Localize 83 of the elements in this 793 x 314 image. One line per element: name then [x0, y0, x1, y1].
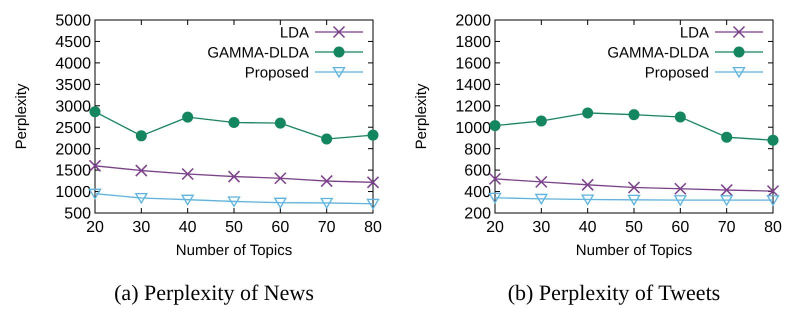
legend-label: GAMMA-DLDA: [207, 44, 309, 62]
point: [274, 198, 286, 208]
text: (b) Perplexity of Tweets: [508, 280, 720, 305]
point: [766, 195, 780, 206]
y-tick-label: 2000: [455, 12, 492, 30]
legend-label: LDA: [280, 24, 309, 42]
text: (a) Perplexity of News: [114, 280, 314, 305]
y-tick-label: 800: [464, 141, 492, 158]
point: [720, 195, 733, 206]
point: [274, 118, 286, 129]
point: [181, 168, 194, 180]
x-tick-label: 70: [318, 219, 336, 236]
y-tick-label: 1000: [55, 184, 92, 202]
point: [488, 192, 502, 204]
y-tick-label: 1000: [455, 120, 492, 137]
point: [366, 198, 380, 210]
x-tick-label: 60: [271, 219, 290, 236]
point: [628, 109, 640, 120]
point: [535, 194, 548, 204]
y-tick-label: 1400: [455, 76, 492, 94]
legend-label: Proposed: [644, 64, 709, 82]
y-tick-label: 5000: [55, 12, 92, 30]
y-tick-label: 1500: [55, 162, 92, 180]
x-tick-label: 80: [364, 219, 382, 236]
point: [135, 164, 148, 177]
point: [320, 198, 333, 209]
x-tick-label: 50: [625, 219, 643, 236]
x-tick-label: 70: [718, 219, 736, 236]
y-axis-title: Perplexity: [413, 83, 430, 150]
y-tick-label: 1800: [455, 34, 492, 52]
y-tick-label: 3000: [55, 98, 92, 116]
point: [228, 117, 240, 128]
x-tick-label: 40: [578, 219, 597, 236]
point: [321, 134, 332, 145]
point: [228, 170, 240, 183]
y-tick-label: 600: [464, 162, 492, 180]
y-tick-label: 1200: [455, 98, 492, 116]
x-tick-label: 50: [225, 219, 243, 236]
y-tick-label: 2500: [55, 120, 92, 137]
x-tick-label: 20: [86, 219, 104, 236]
point: [366, 176, 380, 189]
point: [488, 172, 502, 186]
point: [320, 174, 333, 188]
y-tick-label: 4000: [55, 55, 92, 72]
point: [582, 194, 594, 206]
x-axis-title: Number of Topics: [576, 242, 692, 259]
point: [135, 192, 148, 204]
point: [535, 176, 548, 188]
y-tick-label: 3500: [55, 76, 92, 94]
point: [536, 116, 547, 127]
point: [274, 172, 287, 185]
x-tick-label: 30: [532, 219, 550, 236]
legend-label: GAMMA-DLDA: [607, 44, 709, 62]
legend-label: Proposed: [244, 64, 309, 82]
point: [628, 194, 640, 206]
point: [90, 106, 100, 118]
point: [674, 112, 686, 123]
point: [182, 194, 194, 206]
point: [368, 130, 378, 141]
x-axis-title: Number of Topics: [176, 242, 292, 259]
x-tick-label: 30: [132, 219, 150, 236]
x-tick-label: 40: [178, 219, 197, 236]
point: [490, 120, 500, 132]
point: [581, 178, 594, 192]
point: [768, 134, 778, 146]
point: [628, 181, 640, 194]
y-tick-label: 1600: [455, 55, 492, 72]
point: [720, 184, 733, 196]
y-tick-label: 400: [464, 184, 492, 202]
x-tick-label: 80: [764, 219, 782, 236]
y-tick-label: 2000: [55, 141, 92, 158]
point: [582, 107, 594, 118]
y-axis-title: Perplexity: [13, 83, 30, 150]
point: [674, 182, 687, 196]
y-tick-label: 4500: [55, 34, 92, 52]
point: [136, 130, 147, 142]
x-tick-label: 60: [671, 219, 690, 236]
point: [182, 112, 194, 123]
point: [674, 195, 686, 206]
x-tick-label: 20: [486, 219, 504, 236]
point: [228, 196, 240, 208]
legend-label: LDA: [680, 24, 709, 42]
point: [721, 132, 732, 143]
